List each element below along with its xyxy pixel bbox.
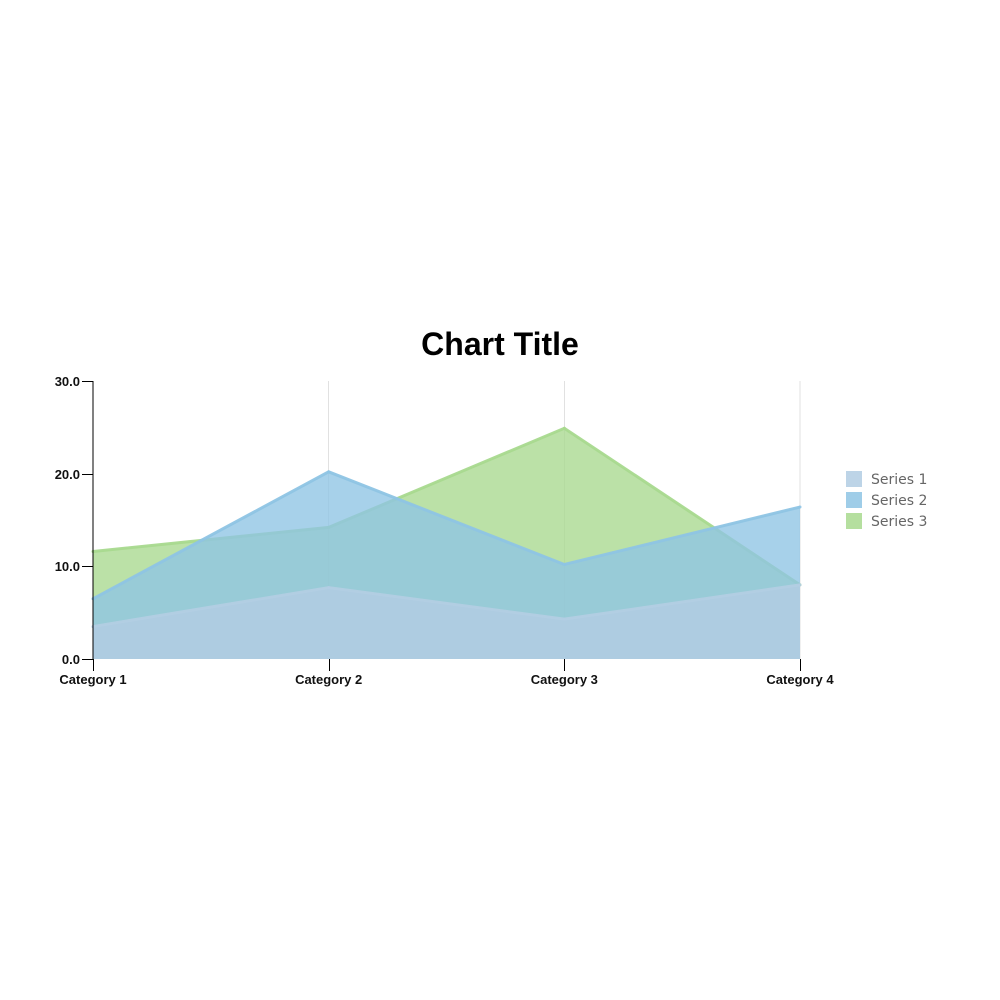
y-tick-label: 10.0 [55,559,80,574]
legend-swatch [846,513,862,529]
y-tick-label: 20.0 [55,467,80,482]
series-2-point [562,562,566,566]
y-tick-label: 30.0 [55,374,80,389]
y-tick-label: 0.0 [62,652,80,667]
series-3-point [562,426,566,430]
series-1-line [92,583,801,629]
x-tick-label: Category 3 [531,672,598,687]
chart-title: Chart Title [421,326,579,362]
series-2-line [92,470,801,601]
legend: Series 1 Series 2 Series 3 [846,471,927,530]
legend-label: Series 3 [871,514,927,530]
legend-swatch [846,471,862,487]
series-2-point [327,470,331,474]
series-1-point [562,617,566,621]
legend-label: Series 1 [871,472,927,488]
x-tick-label: Category 4 [766,672,834,687]
series-1-area [93,584,800,659]
series-2-point [798,505,802,509]
plot-areas [91,381,802,659]
legend-label: Series 2 [871,493,927,509]
x-tick-label: Category 1 [59,672,126,687]
x-tick-label: Category 2 [295,672,362,687]
legend-swatch [846,492,862,508]
series-1-point [798,583,802,587]
axes: 0.0 10.0 20.0 30.0 Category 1 Category 2 Categ… [55,374,835,687]
series-1-point [327,586,331,590]
